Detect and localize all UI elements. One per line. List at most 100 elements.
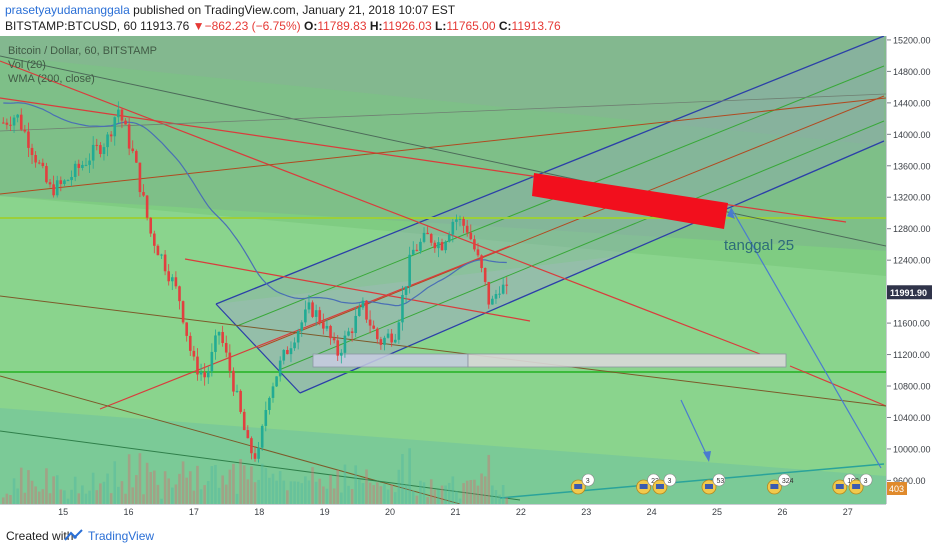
- event-layer[interactable]: 3233533241023: [570, 473, 873, 495]
- candle-body[interactable]: [145, 195, 149, 218]
- candle-body[interactable]: [174, 277, 178, 287]
- brown-line-1[interactable]: [0, 97, 886, 195]
- candle-body[interactable]: [296, 330, 300, 343]
- candle-body[interactable]: [293, 342, 296, 349]
- candle-body[interactable]: [224, 342, 228, 353]
- candle-body[interactable]: [142, 192, 145, 196]
- candle-body[interactable]: [239, 390, 242, 412]
- candle-body[interactable]: [217, 331, 221, 336]
- candle-body[interactable]: [347, 331, 350, 336]
- candle-body[interactable]: [59, 180, 63, 185]
- candle-body[interactable]: [286, 349, 289, 355]
- event-badge[interactable]: 3: [848, 473, 873, 495]
- candle-body[interactable]: [206, 371, 210, 378]
- range-box-2[interactable]: [467, 353, 787, 368]
- candle-body[interactable]: [246, 430, 250, 439]
- candle-body[interactable]: [264, 409, 268, 426]
- candle-body[interactable]: [5, 122, 9, 125]
- candle-body[interactable]: [188, 335, 192, 351]
- channel-upper-line[interactable]: [215, 36, 885, 305]
- candle-body[interactable]: [411, 249, 415, 255]
- candle-body[interactable]: [393, 339, 397, 343]
- candle-body[interactable]: [444, 241, 447, 251]
- candle-body[interactable]: [278, 360, 282, 377]
- candle-body[interactable]: [415, 249, 419, 251]
- candle-body[interactable]: [300, 322, 304, 331]
- candle-body[interactable]: [23, 129, 27, 132]
- candle-body[interactable]: [426, 232, 429, 235]
- resistance-zone[interactable]: [532, 173, 728, 229]
- candle-body[interactable]: [260, 425, 264, 448]
- range-box-1[interactable]: [312, 353, 469, 368]
- candle-body[interactable]: [419, 241, 422, 251]
- candle-body[interactable]: [465, 225, 469, 233]
- candle-body[interactable]: [91, 144, 95, 161]
- candle-body[interactable]: [149, 217, 153, 234]
- candle-body[interactable]: [487, 281, 491, 305]
- candle-body[interactable]: [447, 234, 451, 242]
- candle-body[interactable]: [440, 242, 444, 251]
- candle-body[interactable]: [422, 232, 426, 242]
- candle-body[interactable]: [88, 160, 91, 165]
- candle-body[interactable]: [304, 309, 307, 323]
- candle-body[interactable]: [498, 293, 501, 295]
- candle-body[interactable]: [153, 233, 156, 246]
- candle-body[interactable]: [386, 333, 390, 338]
- candle-body[interactable]: [361, 300, 365, 308]
- candle-body[interactable]: [232, 370, 235, 392]
- candle-body[interactable]: [52, 184, 55, 196]
- candle-body[interactable]: [397, 322, 401, 340]
- candle-body[interactable]: [257, 447, 260, 459]
- candle-body[interactable]: [314, 310, 318, 317]
- candle-body[interactable]: [160, 254, 163, 256]
- candle-body[interactable]: [242, 411, 246, 431]
- candle-body[interactable]: [167, 271, 170, 282]
- candle-body[interactable]: [131, 148, 135, 152]
- time-axis-svg[interactable]: 15 16 17 18 19 20 21 22 23 24 25 26 27: [0, 505, 886, 519]
- candle-body[interactable]: [505, 284, 509, 286]
- red-trend-4[interactable]: [184, 258, 531, 322]
- event-badge[interactable]: 53: [701, 473, 726, 495]
- candle-body[interactable]: [483, 268, 487, 282]
- candle-body[interactable]: [45, 166, 48, 183]
- candle-body[interactable]: [325, 325, 329, 329]
- candle-body[interactable]: [408, 254, 411, 287]
- candle-body[interactable]: [84, 164, 88, 166]
- candle-body[interactable]: [282, 349, 286, 361]
- candle-body[interactable]: [63, 180, 66, 185]
- red-trend-3[interactable]: [99, 245, 511, 410]
- candle-body[interactable]: [66, 180, 70, 182]
- candle-body[interactable]: [358, 307, 361, 316]
- candle-body[interactable]: [203, 372, 206, 378]
- candle-body[interactable]: [275, 376, 278, 387]
- candle-body[interactable]: [311, 302, 314, 317]
- candle-body[interactable]: [354, 315, 358, 334]
- teal-support-line[interactable]: [499, 463, 885, 499]
- candle-body[interactable]: [318, 310, 322, 323]
- candle-body[interactable]: [343, 335, 347, 353]
- wma-line[interactable]: [3, 102, 507, 307]
- candle-body[interactable]: [368, 319, 372, 326]
- candle-body[interactable]: [170, 277, 174, 282]
- chart-svg[interactable]: tanggal 25 3233533241023: [0, 36, 886, 504]
- candle-body[interactable]: [307, 302, 311, 310]
- candle-body[interactable]: [70, 176, 73, 181]
- red-trend-5[interactable]: [789, 365, 886, 407]
- candle-body[interactable]: [30, 147, 34, 156]
- candle-body[interactable]: [34, 155, 37, 163]
- candle-body[interactable]: [268, 397, 271, 410]
- candle-body[interactable]: [12, 117, 16, 126]
- candle-body[interactable]: [163, 254, 167, 272]
- candle-body[interactable]: [37, 162, 41, 164]
- candle-body[interactable]: [73, 163, 77, 177]
- candle-body[interactable]: [494, 294, 498, 299]
- candle-body[interactable]: [383, 337, 386, 345]
- candle-body[interactable]: [336, 340, 340, 356]
- candle-body[interactable]: [181, 301, 185, 323]
- candle-body[interactable]: [458, 218, 462, 220]
- dark-green-line[interactable]: [0, 430, 521, 501]
- candle-body[interactable]: [221, 331, 224, 343]
- candle-body[interactable]: [433, 242, 437, 249]
- candle-body[interactable]: [491, 298, 494, 305]
- candle-body[interactable]: [178, 286, 181, 302]
